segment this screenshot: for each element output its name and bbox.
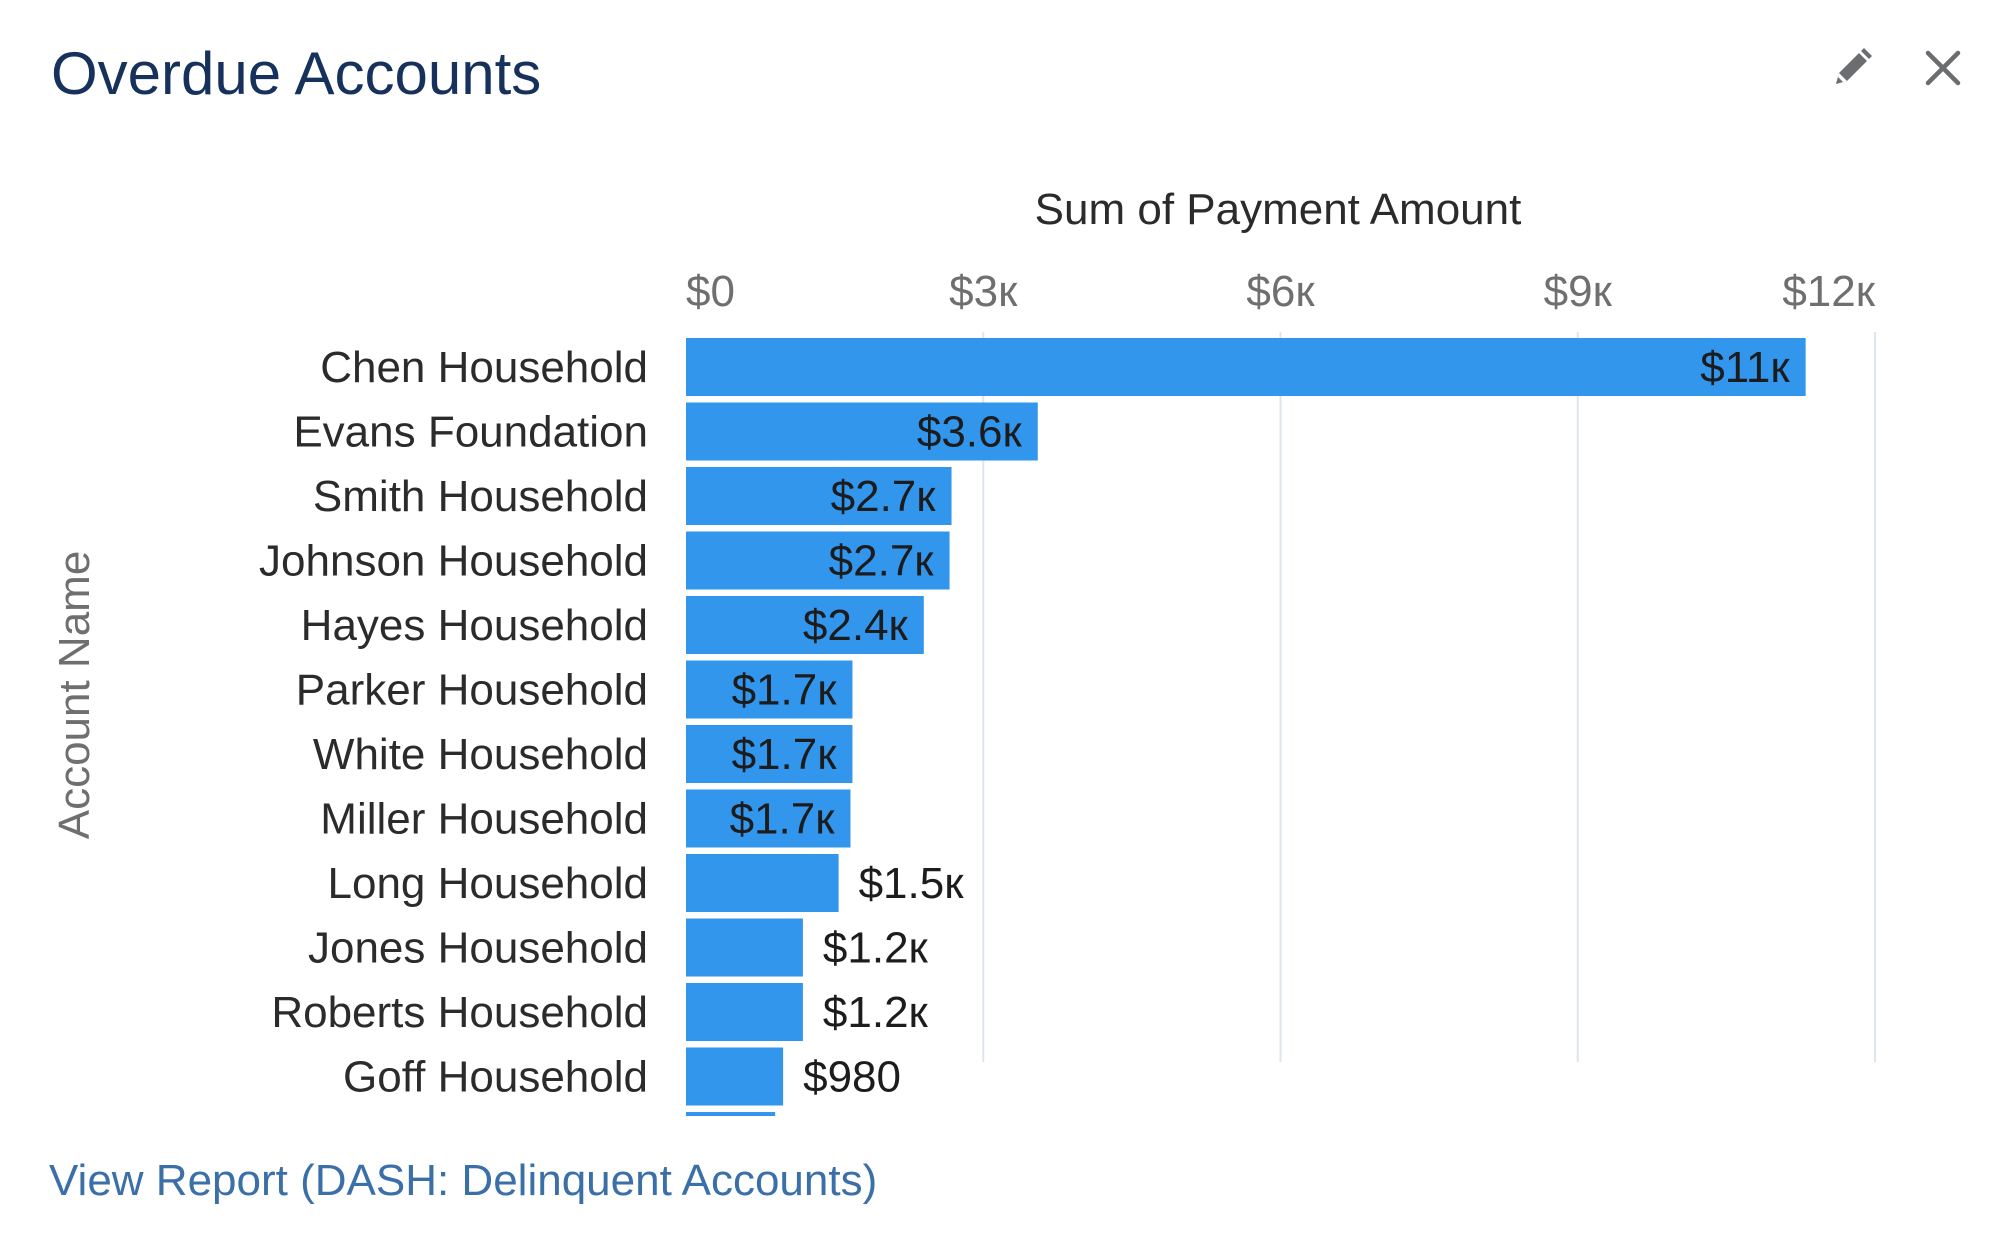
category-label: Parker Household: [296, 666, 648, 715]
x-tick-label: $9к: [1544, 267, 1613, 316]
bar[interactable]: [686, 660, 853, 719]
data-label: $2.7к: [829, 537, 935, 586]
bar[interactable]: [686, 402, 1038, 461]
data-label: $1.2к: [823, 988, 929, 1037]
bar[interactable]: [686, 1112, 776, 1140]
category-label: Smith Household: [313, 472, 648, 521]
data-label: $1.7к: [732, 730, 838, 779]
category-label: Roberts Household: [271, 988, 648, 1037]
data-label: $1.2к: [823, 924, 929, 973]
category-label: Jones Household: [308, 924, 648, 973]
data-label: $2.7к: [831, 472, 937, 521]
data-label: $980: [803, 1053, 901, 1102]
category-label: White Household: [313, 730, 648, 779]
bar[interactable]: [686, 789, 851, 848]
bar[interactable]: [686, 596, 924, 654]
bar[interactable]: [686, 1047, 784, 1106]
bars: [686, 338, 1806, 1140]
x-tick-labels: $0 $3к $6к $9к $12к: [686, 267, 1876, 316]
x-axis-title: Sum of Payment Amount: [1035, 185, 1522, 234]
card-title: Overdue Accounts: [51, 40, 542, 107]
category-label: Long Household: [328, 859, 648, 908]
bar[interactable]: [686, 854, 839, 912]
data-label: $1.7к: [730, 795, 836, 844]
bar[interactable]: [686, 983, 803, 1041]
category-labels: Chen Household Evans Foundation Smith Hous…: [259, 343, 648, 1102]
data-label: $3.6к: [917, 408, 1023, 457]
category-label: Johnson Household: [259, 537, 648, 586]
data-label: $1.7к: [732, 666, 838, 715]
bar[interactable]: [686, 467, 952, 525]
view-report-link[interactable]: View Report (DASH: Delinquent Accounts): [49, 1156, 878, 1205]
data-label: $11к: [1700, 343, 1790, 392]
bar[interactable]: [686, 338, 1806, 396]
x-tick-label: $6к: [1246, 267, 1315, 316]
pencil-icon: [1836, 48, 1872, 84]
data-label: $2.4к: [803, 601, 909, 650]
x-tick-label: $0: [686, 267, 735, 316]
category-label: Miller Household: [320, 795, 648, 844]
close-icon: [1925, 50, 1961, 86]
category-label: Chen Household: [320, 343, 648, 392]
bar[interactable]: [686, 918, 803, 977]
data-label: $1.5к: [859, 859, 965, 908]
category-label: Evans Foundation: [293, 408, 648, 457]
data-labels: $11к $3.6к $2.7к $2.7к $2.4к $1.7к $1.7к $1.7к $…: [730, 343, 1791, 1102]
y-axis-title: Account Name: [50, 551, 99, 840]
edit-button[interactable]: [1822, 38, 1882, 98]
bar-chart: $11к $3.6к $2.7к $2.7к $2.4к $1.7к $1.7к $1.7к $…: [50, 185, 1876, 1140]
x-tick-label: $3к: [949, 267, 1018, 316]
bar[interactable]: [686, 531, 950, 590]
x-tick-label: $12к: [1782, 267, 1875, 316]
category-label: Goff Household: [343, 1053, 648, 1102]
gridlines: [982, 332, 1876, 1062]
category-label: Hayes Household: [301, 601, 648, 650]
bar[interactable]: [686, 725, 853, 783]
close-button[interactable]: [1913, 38, 1973, 98]
